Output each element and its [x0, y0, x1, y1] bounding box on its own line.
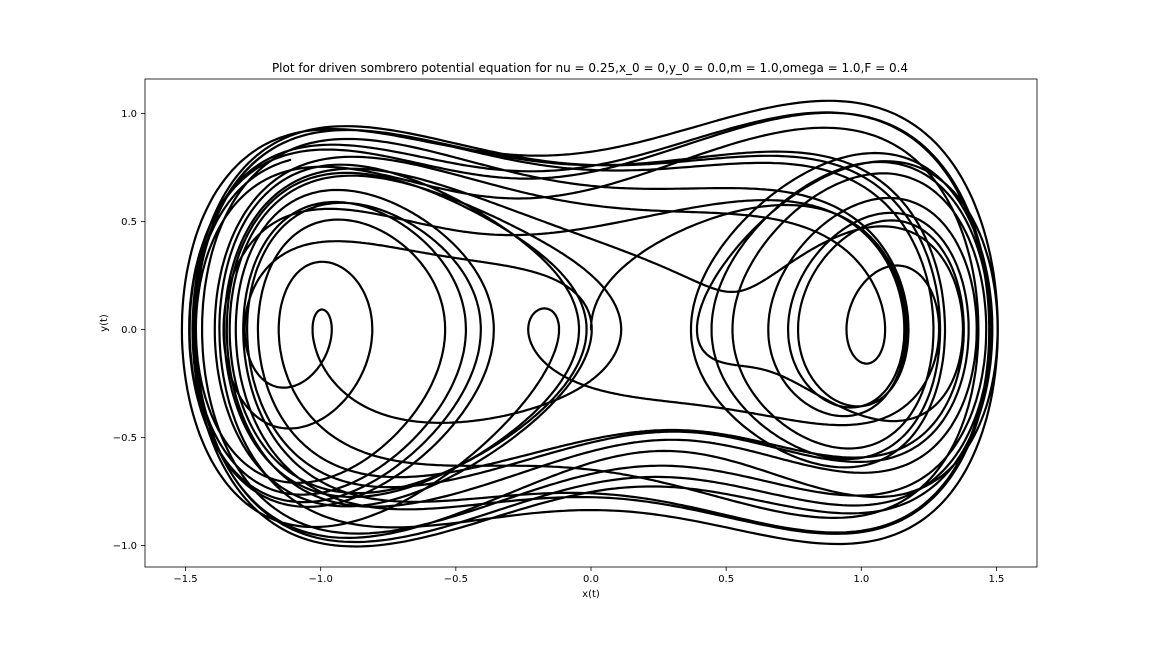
x-tick-label: −1.0: [309, 574, 333, 585]
y-tick-label: 1.0: [121, 109, 137, 120]
y-axis-label: y(t): [99, 314, 110, 332]
x-axis-label: x(t): [582, 589, 600, 600]
y-tick-label: −0.5: [113, 433, 137, 444]
x-tick-label: −0.5: [444, 574, 468, 585]
x-tick-label: 1.5: [989, 574, 1005, 585]
x-tick-label: −1.5: [173, 574, 197, 585]
y-tick-label: −1.0: [113, 541, 137, 552]
x-tick-label: 1.0: [853, 574, 869, 585]
y-tick-label: 0.0: [121, 325, 137, 336]
trajectory-group: [180, 99, 999, 548]
x-tick-label: 0.5: [718, 574, 734, 585]
trajectory-line: [180, 99, 999, 548]
chart-title: Plot for driven sombrero potential equat…: [272, 61, 908, 75]
x-tick-label: 0.0: [583, 574, 599, 585]
y-tick-label: 0.5: [121, 217, 137, 228]
x-axis-ticks: −1.5 −1.0 −0.5 0.0 0.5 1.0 1.5: [173, 567, 1004, 585]
y-axis-ticks: −1.0 −0.5 0.0 0.5 1.0: [113, 109, 145, 552]
